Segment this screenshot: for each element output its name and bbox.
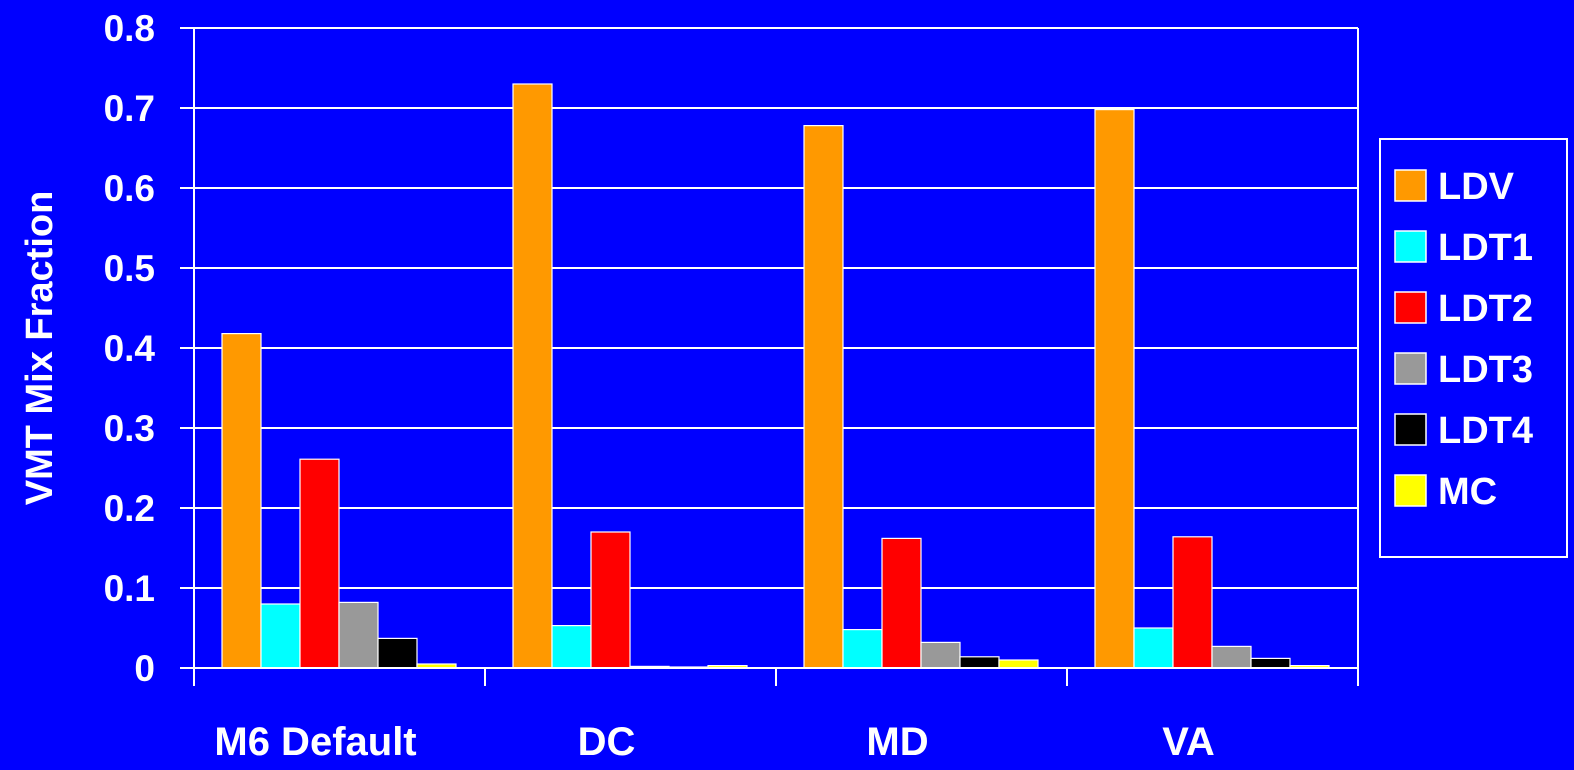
bar-ldt1-2 <box>842 628 883 669</box>
legend-swatch-ldt2 <box>1394 291 1427 324</box>
y-tick-label: 0 <box>134 648 155 689</box>
y-tick-label: 0.8 <box>104 8 155 49</box>
y-tick-label: 0.3 <box>104 408 155 449</box>
y-axis-title: VMT Mix Fraction <box>19 191 61 506</box>
y-tick-label: 0.1 <box>104 568 155 609</box>
bar-ldt4-2 <box>959 656 1000 669</box>
x-tick-label: DC <box>578 720 636 764</box>
legend-label-ldt4: LDT4 <box>1438 410 1533 452</box>
bar-ldt3-2 <box>920 641 961 669</box>
y-tick-label: 0.6 <box>104 168 155 209</box>
x-tick-label: VA <box>1162 720 1215 764</box>
bar-ldv-3 <box>1094 108 1135 669</box>
bar-ldv-1 <box>512 83 553 669</box>
x-tick-label: MD <box>866 720 928 764</box>
legend-label-mc: MC <box>1438 471 1497 513</box>
bar-ldt4-3 <box>1250 657 1291 669</box>
bar-ldt1-1 <box>551 624 592 669</box>
legend-swatch-ldt3 <box>1394 352 1427 385</box>
y-tick-label: 0.2 <box>104 488 155 529</box>
bar-ldt2-1 <box>590 531 631 669</box>
x-tick-label: M6 Default <box>214 720 416 764</box>
legend-label-ldv: LDV <box>1438 166 1515 208</box>
bar-ldt4-0 <box>377 637 418 669</box>
bar-ldv-2 <box>803 124 844 669</box>
legend-swatch-ldv <box>1394 169 1427 202</box>
legend-swatch-ldt1 <box>1394 230 1427 263</box>
legend-label-ldt1: LDT1 <box>1438 227 1533 269</box>
bar-ldv-0 <box>221 333 262 669</box>
y-tick-label: 0.7 <box>104 88 155 129</box>
bars <box>221 83 1330 669</box>
bar-ldt2-3 <box>1172 536 1213 669</box>
legend-swatch-ldt4 <box>1394 413 1427 446</box>
y-tick-label: 0.4 <box>104 328 156 369</box>
legend-swatch-mc <box>1394 474 1427 507</box>
legend-label-ldt2: LDT2 <box>1438 288 1533 330</box>
bar-mc-2 <box>998 659 1039 669</box>
bar-ldt2-2 <box>881 537 922 669</box>
x-tick-labels: M6 Default DC MD VA <box>214 720 1214 764</box>
bar-ldt1-0 <box>260 603 301 669</box>
bar-ldt1-3 <box>1133 627 1174 669</box>
y-tick-labels: 0 0.1 0.2 0.3 0.4 0.5 0.6 0.7 0.8 <box>104 8 156 689</box>
axes <box>180 27 1359 686</box>
bar-ldt3-0 <box>338 601 379 669</box>
y-tick-label: 0.5 <box>104 248 155 289</box>
legend: LDV LDT1 LDT2 LDT3 LDT4 MC <box>1379 138 1568 558</box>
bar-ldt3-3 <box>1211 645 1252 669</box>
gridlines <box>194 27 1358 589</box>
bar-ldt2-0 <box>299 458 340 669</box>
legend-label-ldt3: LDT3 <box>1438 349 1533 391</box>
